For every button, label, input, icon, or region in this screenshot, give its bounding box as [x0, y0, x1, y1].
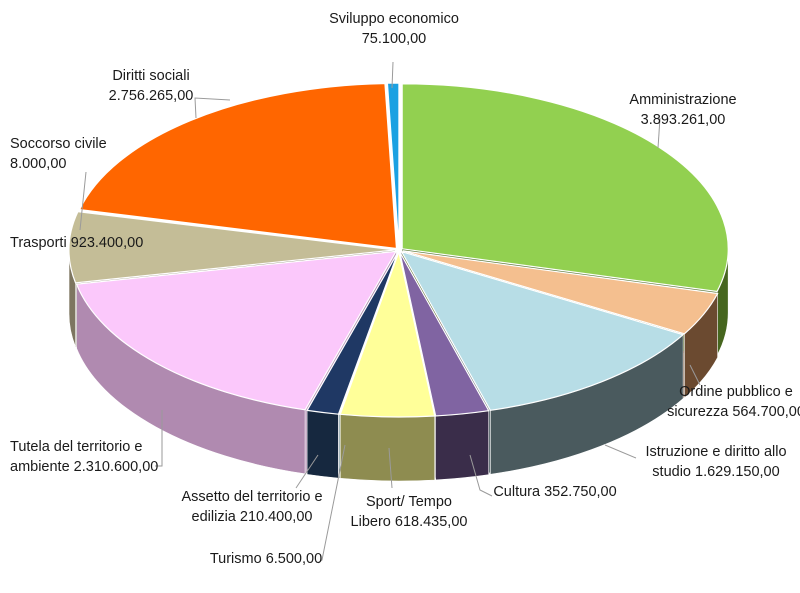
slice-diritti-sociali — [78, 82, 398, 250]
pie-slice-tops — [68, 82, 729, 418]
leader-line-turismo — [317, 444, 346, 564]
slice-label-line: Diritti sociali — [112, 68, 189, 84]
slice-label-line: sicurezza 564.700,00 — [667, 404, 800, 420]
slice-label-line: ambiente 2.310.600,00 — [10, 459, 158, 475]
slice-label-line: edilizia 210.400,00 — [192, 509, 313, 525]
leader-line-diritti-sociali — [194, 97, 231, 119]
slice-label-line: Soccorso civile — [10, 136, 107, 152]
leader-line-istruzione-e-diritto-allo-studio — [604, 444, 637, 459]
slice-assetto-del-territorio-e-edilizia — [306, 251, 399, 415]
slice-label-line: 75.100,00 — [362, 31, 427, 47]
slice-side-assetto-del-territorio-e-edilizia — [306, 410, 339, 479]
slice-side-turismo — [338, 413, 340, 479]
slice-label-istruzione-e-diritto-allo-studio: Istruzione e diritto allo studio 1.629.15… — [645, 444, 786, 480]
slice-label-line: Turismo 6.500,00 — [210, 551, 322, 567]
slice-ordine-pubblico-e-sicurezza — [402, 250, 719, 335]
slice-label-tutela-del-territorio-e-ambiente: Tutela del territorio e ambiente 2.310.60… — [10, 439, 158, 475]
leader-line-sport-tempo-libero — [388, 447, 393, 489]
slice-label-line: Trasporti 923.400,00 — [10, 235, 143, 251]
slice-label-line: Istruzione e diritto allo — [645, 444, 786, 460]
slice-label-assetto-del-territorio-e-edilizia: Assetto del territorio e edilizia 210.400… — [181, 489, 322, 525]
slice-istruzione-e-diritto-allo-studio — [400, 250, 685, 411]
slice-label-line: Assetto del territorio e — [181, 489, 322, 505]
slice-cultura — [399, 251, 490, 417]
slice-label-line: Ordine pubblico e — [679, 384, 793, 400]
slice-label-cultura: Cultura 352.750,00 — [493, 484, 616, 500]
slice-sviluppo-economico — [386, 82, 400, 249]
slice-label-line: 8.000,00 — [10, 156, 66, 172]
slice-label-line: Sport/ Tempo — [366, 494, 452, 510]
slice-label-line: Tutela del territorio e — [10, 439, 142, 455]
leader-line-assetto-del-territorio-e-edilizia — [295, 454, 319, 489]
slice-amministrazione — [401, 83, 729, 293]
slice-label-line: Libero 618.435,00 — [351, 514, 468, 530]
leader-line-cultura — [469, 454, 493, 497]
leader-line-tutela-del-territorio-e-ambiente — [155, 410, 163, 467]
slice-side-sport-tempo-libero — [339, 413, 436, 482]
leader-line-soccorso-civile — [79, 171, 87, 231]
slice-label-line: Cultura 352.750,00 — [493, 484, 616, 500]
leader-line-sviluppo-economico — [391, 61, 394, 89]
slice-label-sport-tempo-libero: Sport/ Tempo Libero 618.435,00 — [351, 494, 468, 530]
leader-lines — [79, 61, 701, 564]
slice-label-line: studio 1.629.150,00 — [652, 464, 779, 480]
slice-side-cultura — [435, 410, 490, 481]
slice-soccorso-civile — [77, 209, 396, 251]
slice-label-amministrazione: Amministrazione 3.893.261,00 — [629, 92, 736, 128]
slice-trasporti — [68, 211, 396, 284]
slice-label-line: Amministrazione — [629, 92, 736, 108]
slice-label-ordine-pubblico-e-sicurezza: Ordine pubblico e sicurezza 564.700,00 — [667, 384, 800, 420]
slice-sport-tempo-libero — [339, 249, 436, 418]
slice-label-line: Sviluppo economico — [329, 11, 459, 27]
leader-line-trasporti — [79, 237, 83, 244]
slice-labels: Amministrazione 3.893.261,00 Ordine pubbli… — [10, 11, 800, 567]
leader-line-ordine-pubblico-e-sicurezza — [689, 364, 701, 386]
slice-label-diritti-sociali: Diritti sociali 2.756.265,00 — [109, 68, 194, 104]
slice-label-soccorso-civile: Soccorso civile 8.000,00 — [10, 136, 107, 172]
leader-line-amministrazione — [657, 117, 661, 149]
slice-label-sviluppo-economico: Sviluppo economico 75.100,00 — [329, 11, 459, 47]
slice-label-line: 3.893.261,00 — [641, 112, 726, 128]
slice-label-trasporti: Trasporti 923.400,00 — [10, 235, 143, 251]
slice-label-turismo: Turismo 6.500,00 — [210, 551, 322, 567]
slice-label-line: 2.756.265,00 — [109, 88, 194, 104]
slice-tutela-del-territorio-e-ambiente — [75, 250, 398, 411]
